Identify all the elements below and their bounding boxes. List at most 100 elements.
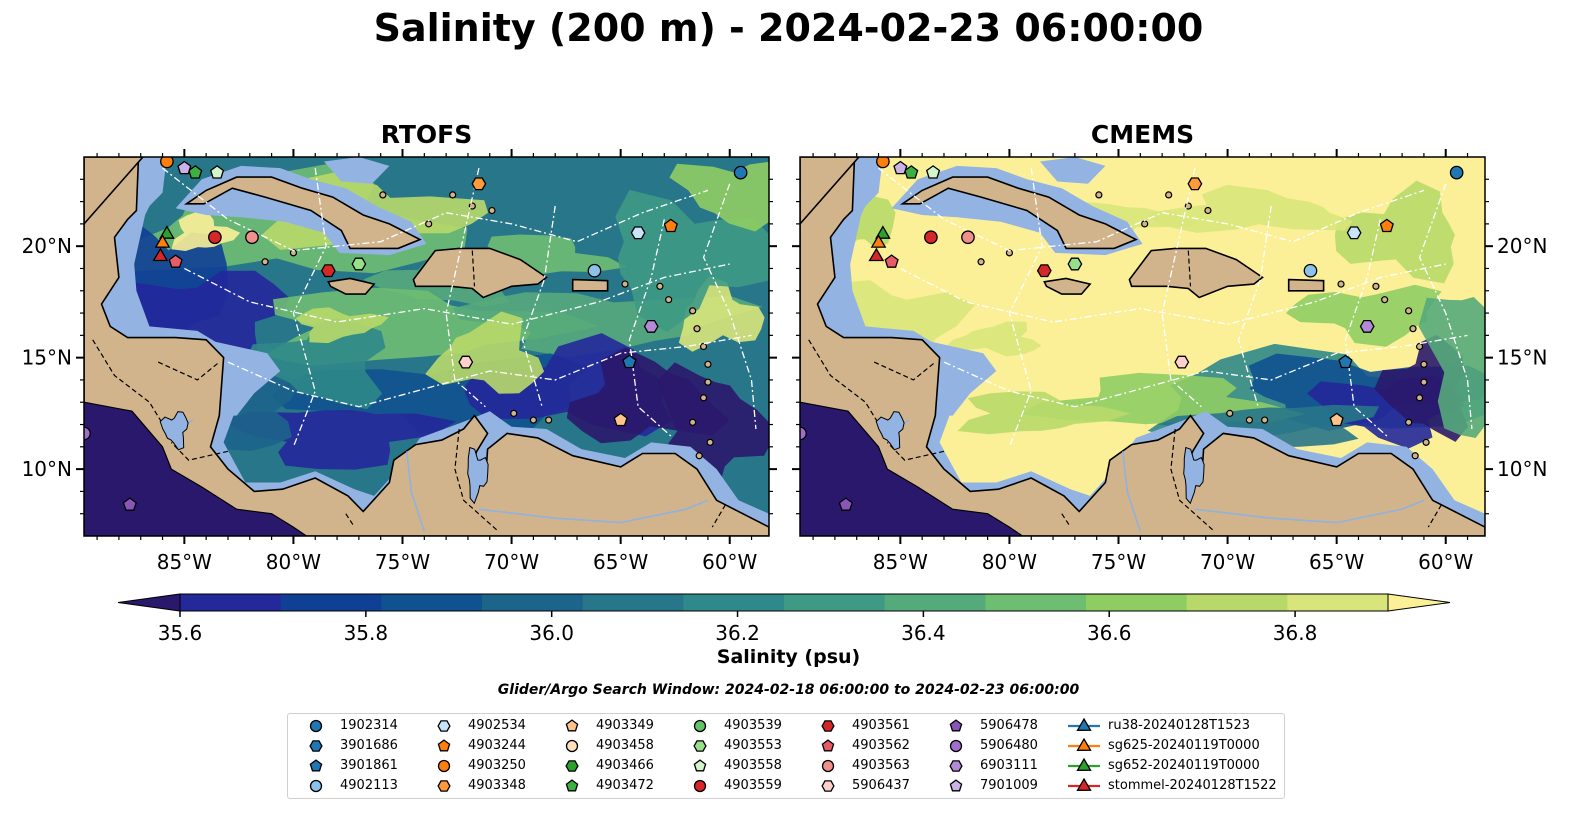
float-marker xyxy=(875,225,891,239)
float-marker xyxy=(208,230,222,245)
boundary-line xyxy=(521,205,556,407)
legend-marker xyxy=(309,719,323,733)
float-marker xyxy=(893,160,908,175)
river xyxy=(478,499,709,524)
island xyxy=(289,249,298,257)
lon-tick-label: 85°W xyxy=(873,550,928,574)
legend-marker xyxy=(949,779,963,792)
island xyxy=(529,416,537,424)
float-marker xyxy=(884,254,899,268)
country-border xyxy=(873,361,936,381)
colorbar-band xyxy=(884,594,986,611)
colorbar-max-extend xyxy=(1387,593,1451,612)
legend-label: ru38-20240128T1523 xyxy=(1108,718,1251,733)
island xyxy=(510,409,518,417)
island xyxy=(977,258,985,266)
legend-label: 4903348 xyxy=(468,778,526,793)
map-frame xyxy=(799,156,1486,537)
lat-tick-label: 10°N xyxy=(22,457,72,481)
island xyxy=(695,452,703,460)
float-marker xyxy=(870,234,887,248)
legend-label: 4903562 xyxy=(852,738,910,753)
salinity-patch xyxy=(1149,184,1353,233)
colorbar-tick-label: 36.6 xyxy=(1087,621,1132,645)
legend-marker xyxy=(437,759,451,773)
legend-marker xyxy=(437,739,451,752)
float-marker xyxy=(1449,165,1464,180)
colorbar-band xyxy=(1287,594,1389,611)
float-marker xyxy=(587,263,602,278)
island xyxy=(261,258,269,266)
salinity-patch xyxy=(957,391,1131,435)
search-window-text: Glider/Argo Search Window: 2024-02-18 06… xyxy=(497,682,1080,698)
island xyxy=(1422,438,1430,446)
river xyxy=(406,451,426,532)
panel-title-cmems: CMEMS xyxy=(1090,120,1195,149)
boundary-line xyxy=(1161,167,1202,408)
island xyxy=(1420,378,1428,386)
legend-marker xyxy=(821,759,835,773)
float-marker xyxy=(1187,177,1203,191)
float-marker xyxy=(1359,319,1375,333)
island xyxy=(1420,360,1428,368)
island xyxy=(656,282,664,290)
land-area xyxy=(800,157,860,226)
country-border xyxy=(471,250,476,287)
colorbar-min-extend xyxy=(117,593,181,612)
legend-label: 4903539 xyxy=(724,718,782,733)
lon-tick-label: 60°W xyxy=(1418,550,1473,574)
float-marker xyxy=(663,218,678,233)
float-marker xyxy=(122,497,137,511)
river xyxy=(1194,499,1425,524)
country-border xyxy=(1170,428,1215,532)
legend-marker xyxy=(1076,717,1092,731)
float-marker xyxy=(152,247,169,262)
boundary-line xyxy=(184,263,730,325)
float-marker xyxy=(1303,263,1318,278)
panel-title-rtofs: RTOFS xyxy=(380,120,473,149)
lon-tick-label: 70°W xyxy=(1200,550,1255,574)
boundary-line xyxy=(162,167,709,252)
legend-marker xyxy=(1076,737,1092,751)
float-marker xyxy=(351,257,367,271)
country-border xyxy=(345,513,356,528)
float-marker xyxy=(1346,226,1362,240)
legend-label: 4903458 xyxy=(596,738,654,753)
island xyxy=(689,307,697,315)
boundary-line xyxy=(227,334,752,408)
land-area xyxy=(1287,278,1325,292)
island xyxy=(704,360,712,368)
float-marker xyxy=(868,247,885,262)
colorbar-band xyxy=(1086,594,1188,611)
boundary-line xyxy=(1344,219,1390,439)
colorbar-label: Salinity (psu) xyxy=(716,646,861,668)
float-marker xyxy=(800,426,807,441)
salinity-patch xyxy=(104,270,290,367)
map-frame xyxy=(83,156,770,537)
colorbar-tick-label: 35.6 xyxy=(158,621,203,645)
lon-tick-label: 85°W xyxy=(157,550,212,574)
float-marker xyxy=(1487,198,1500,210)
lon-tick-label: 80°W xyxy=(982,550,1037,574)
legend-label: sg652-20240119T0000 xyxy=(1108,758,1260,773)
boundary-line xyxy=(943,334,1468,408)
legend-label: 5906437 xyxy=(852,778,910,793)
colorbar-tick-label: 36.2 xyxy=(715,621,760,645)
legend-marker xyxy=(437,780,451,792)
legend-label: 4903558 xyxy=(724,758,782,773)
legend-marker xyxy=(693,740,707,752)
float-marker xyxy=(1488,320,1500,332)
legend-marker xyxy=(437,720,451,732)
island xyxy=(706,438,714,446)
boundary-line xyxy=(628,219,674,439)
lon-tick-label: 75°W xyxy=(375,550,430,574)
island xyxy=(699,394,708,402)
legend-marker xyxy=(1076,757,1092,771)
shelf-area xyxy=(136,157,167,211)
lat-tick-label: 20°N xyxy=(1497,234,1547,258)
float-marker xyxy=(245,230,259,245)
salinity-patch xyxy=(425,311,545,394)
legend: 1902314 3901686 3901861 4902113 4902534 49032… xyxy=(287,713,1285,799)
country-border xyxy=(454,428,499,532)
